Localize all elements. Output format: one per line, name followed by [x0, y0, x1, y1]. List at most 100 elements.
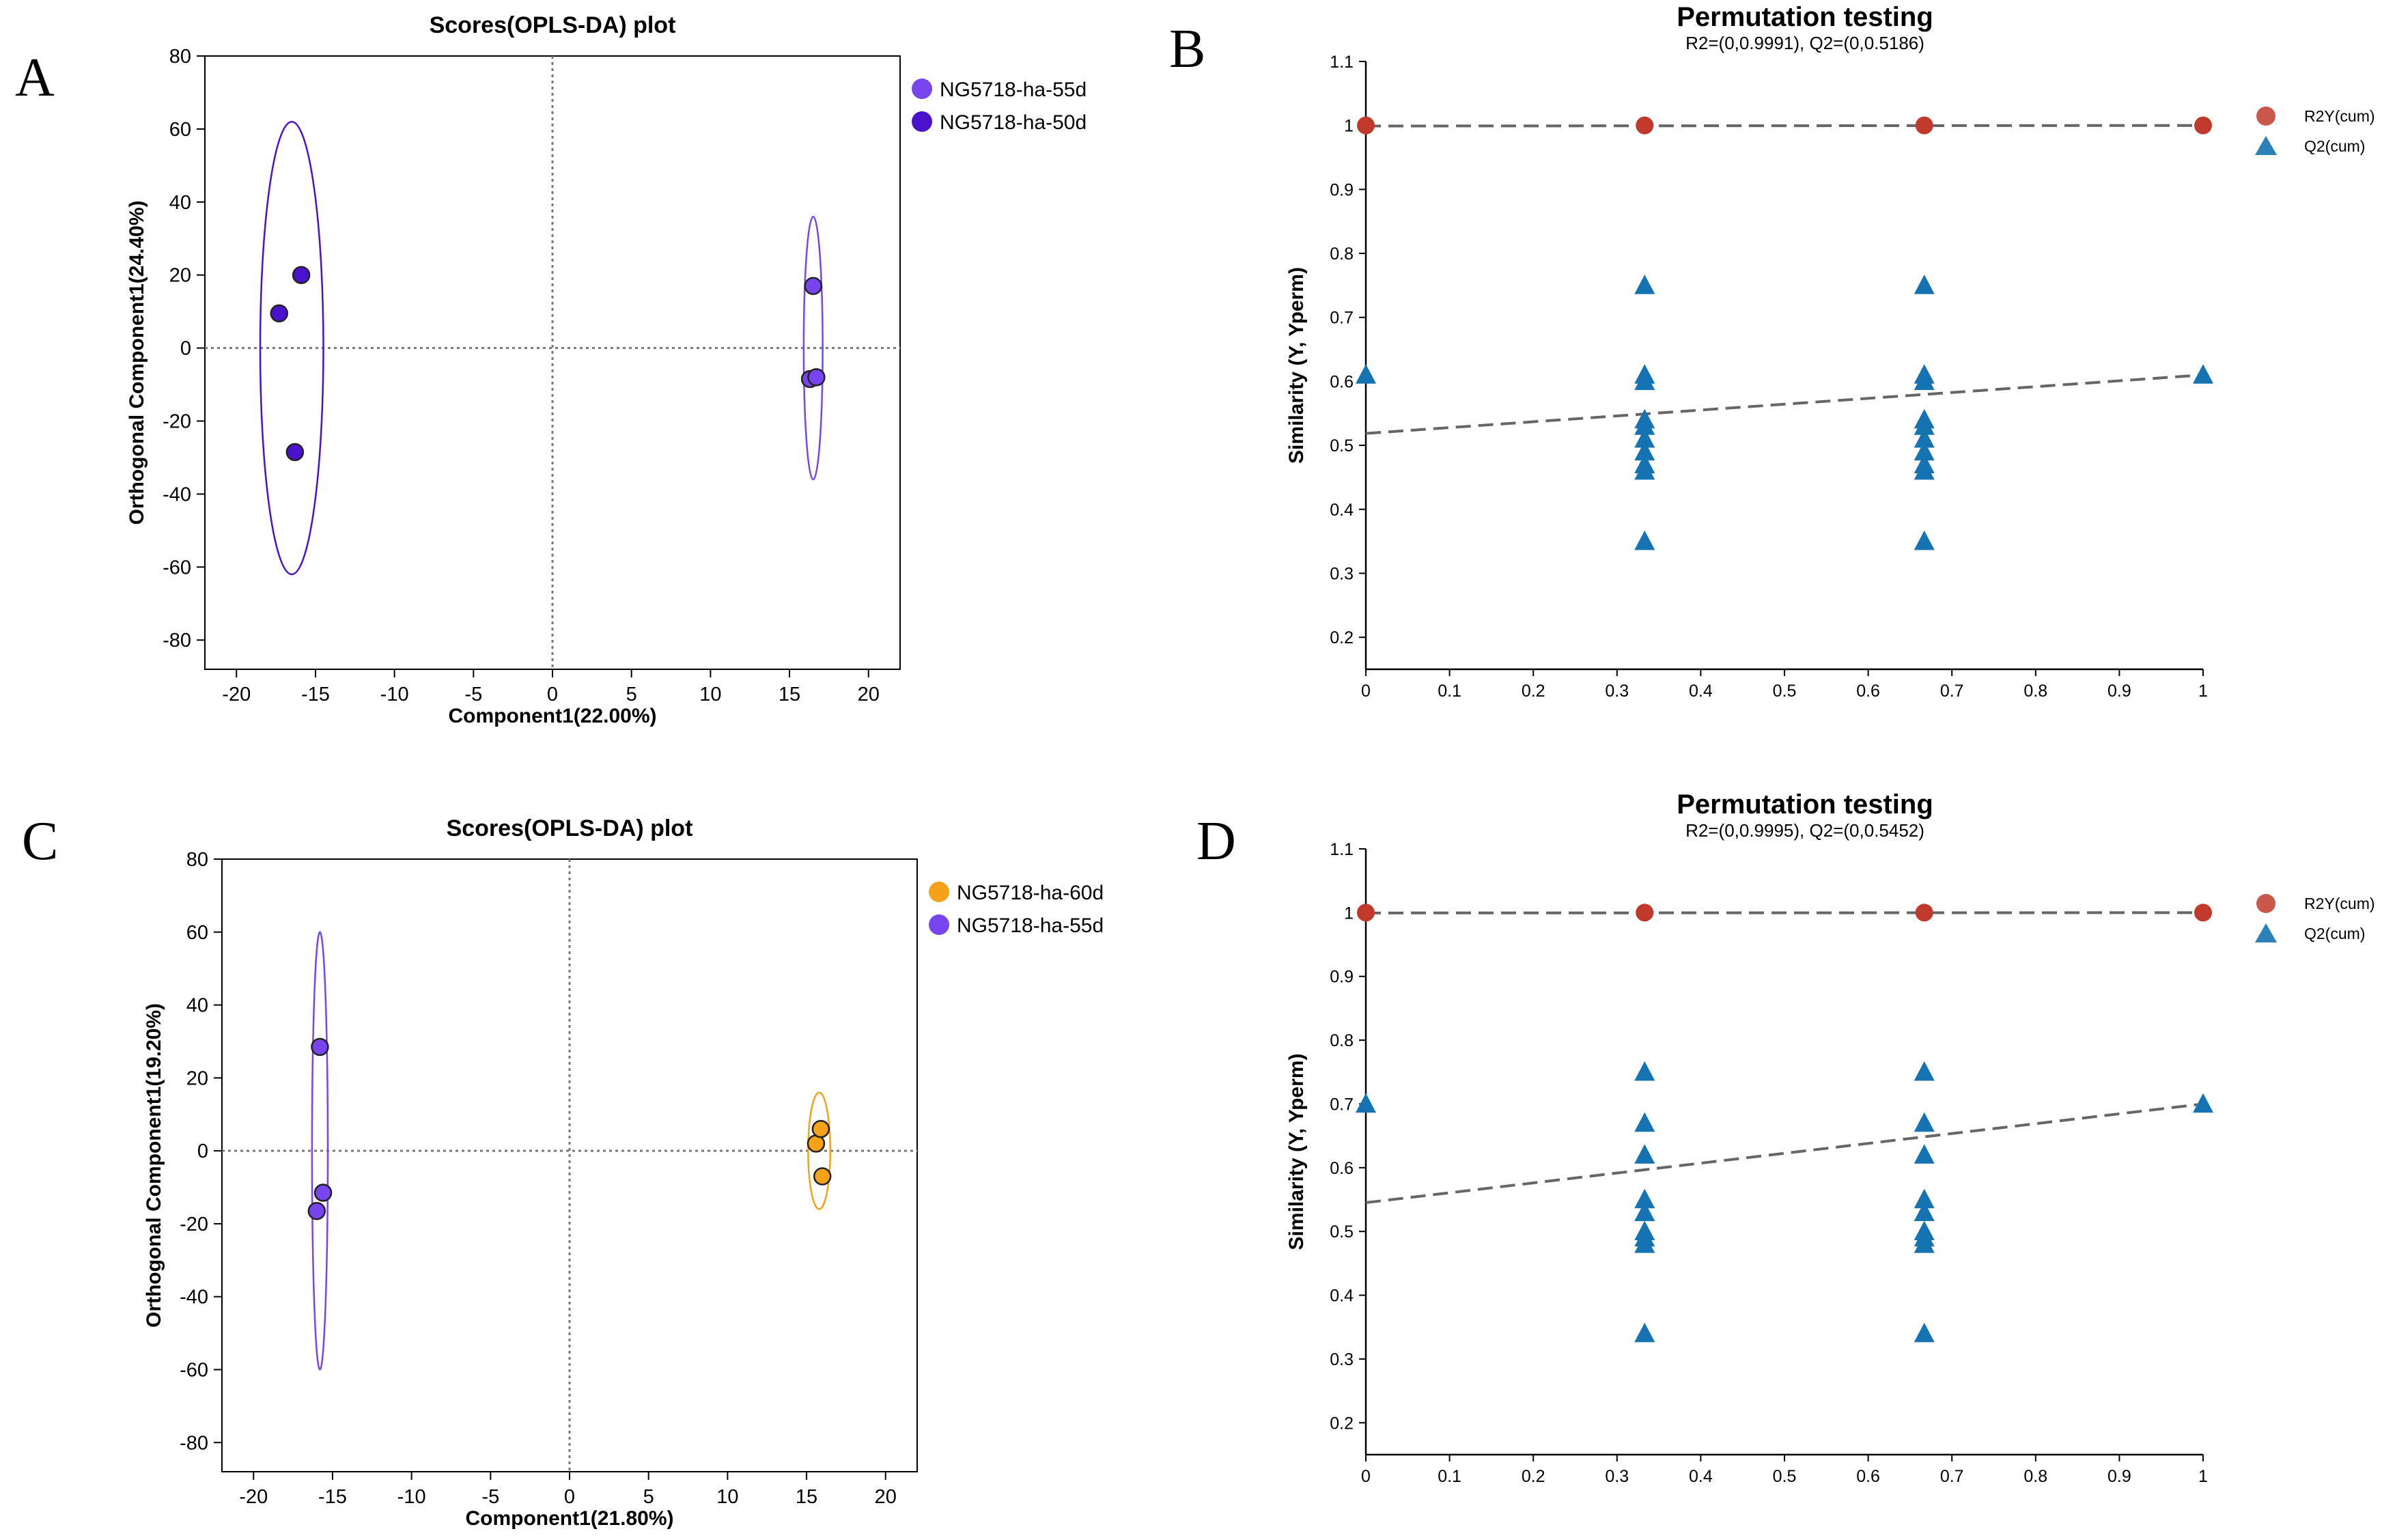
x-tick-label: 20 [875, 1486, 897, 1508]
y-axis-label: Similarity (Y, Yperm) [1285, 1054, 1308, 1250]
y-tick-label: 60 [186, 922, 208, 944]
x-tick-label: 10 [699, 684, 721, 705]
y-tick-label: -60 [180, 1360, 208, 1382]
q2-point [1634, 530, 1655, 550]
y-tick-label: 0.4 [1330, 501, 1354, 520]
y-tick-label: -20 [180, 1214, 208, 1235]
r2-point [1915, 904, 1933, 922]
q2-point [1914, 275, 1935, 294]
y-tick-label: 60 [169, 119, 191, 141]
x-tick-label: 0.6 [1856, 682, 1880, 701]
x-tick-label: -20 [222, 684, 251, 705]
y-tick-label: 80 [186, 849, 208, 871]
x-tick-label: -10 [397, 1486, 426, 1508]
x-tick-label: 0 [547, 684, 558, 705]
x-tick-label: 0.4 [1689, 1467, 1713, 1486]
q2-point [1914, 370, 1935, 391]
x-tick-label: -10 [380, 684, 409, 705]
x-tick-label: 0.3 [1605, 682, 1629, 701]
x-tick-label: 0.7 [1940, 682, 1964, 701]
y-tick-label: 0.6 [1330, 1159, 1354, 1178]
x-tick-label: 10 [716, 1486, 738, 1508]
y-tick-label: 0.8 [1330, 244, 1354, 264]
x-tick-label: 0.6 [1856, 1467, 1880, 1486]
q2-point [1914, 415, 1935, 435]
legend-marker [2256, 107, 2275, 126]
x-tick-label: -20 [239, 1486, 268, 1508]
regression-line [1365, 374, 2204, 435]
chart-title: Permutation testing [1677, 2, 1933, 32]
y-axis-label: Orthogonal Component1(24.40%) [126, 200, 148, 524]
y-tick-label: -40 [163, 484, 191, 505]
r2-point [1357, 116, 1375, 135]
q2-point [1914, 1201, 1935, 1221]
legend-marker [2256, 894, 2275, 913]
y-tick-label: 40 [186, 995, 208, 1017]
q2-point [1914, 1188, 1935, 1209]
data-point [807, 368, 826, 387]
x-tick-label: 0.9 [2107, 682, 2131, 701]
data-point [270, 304, 288, 323]
legend-label: NG5718-ha-55d [940, 79, 1087, 101]
data-point [313, 1184, 333, 1202]
y-tick-label: -80 [180, 1432, 208, 1454]
q2-point [1914, 440, 1935, 461]
x-axis-label: Component1(22.00%) [448, 705, 656, 727]
y-tick-label: 0.3 [1330, 1350, 1354, 1369]
q2-point [1914, 1061, 1935, 1081]
y-tick-label: 1.1 [1330, 53, 1354, 72]
q2-point [1356, 1093, 1376, 1113]
x-tick-label: 0.4 [1689, 682, 1713, 701]
chart-subtitle: R2=(0,0.9995), Q2=(0,0.5452) [1685, 820, 1924, 841]
x-tick-label: 0.1 [1438, 682, 1461, 701]
q2-point [1634, 1061, 1655, 1081]
data-point [285, 443, 305, 462]
q2-point [1914, 530, 1935, 550]
q2-point [1914, 1112, 1935, 1132]
y-tick-label: 0 [197, 1140, 208, 1162]
legend-marker [929, 882, 949, 902]
y-tick-label: 20 [169, 265, 191, 287]
panel-a: A Scores(OPLS-DA) plot -20 -15 -10 -5 0 5 10 15 20… [15, 12, 1087, 727]
y-tick-label: 0.7 [1330, 1095, 1354, 1114]
legend-label: NG5718-ha-60d [957, 882, 1104, 904]
y-tick-label: 0.3 [1330, 564, 1354, 583]
q2-point [1914, 1233, 1935, 1253]
y-axis-label: Similarity (Y, Yperm) [1285, 267, 1308, 464]
panel-label: D [1196, 811, 1236, 871]
y-tick-label: 0.9 [1330, 968, 1354, 987]
data-point [804, 277, 822, 295]
x-tick-label: 0.1 [1438, 1467, 1461, 1486]
legend-label: R2Y(cum) [2304, 895, 2375, 912]
y-tick-label: 0.8 [1330, 1031, 1354, 1050]
y-tick-label: -20 [163, 411, 191, 433]
q2-point [1634, 370, 1655, 391]
x-tick-label: 0.3 [1605, 1467, 1629, 1486]
y-tick-label: 0.4 [1330, 1287, 1354, 1306]
q2-point [1634, 1112, 1655, 1132]
y-tick-label: -40 [180, 1287, 208, 1308]
legend-label: Q2(cum) [2304, 137, 2365, 155]
x-tick-label: 0.5 [1773, 682, 1797, 701]
x-axis-label: Component1(21.80%) [465, 1507, 673, 1530]
legend-label: NG5718-ha-50d [940, 111, 1087, 134]
data-point [292, 266, 311, 284]
x-tick-label: 15 [779, 684, 800, 705]
confidence-ellipse [259, 120, 324, 576]
x-tick-label: 5 [643, 1486, 654, 1508]
q2-point [1634, 1233, 1655, 1253]
q2-point [1634, 1144, 1655, 1164]
chart-title: Scores(OPLS-DA) plot [430, 12, 676, 38]
confidence-ellipse [311, 931, 329, 1371]
legend-label: R2Y(cum) [2304, 107, 2375, 125]
q2-point [2193, 364, 2213, 384]
y-tick-label: 0.2 [1330, 628, 1354, 647]
y-tick-label: 1 [1344, 904, 1354, 923]
x-tick-label: -5 [464, 684, 482, 705]
x-tick-label: -5 [481, 1486, 499, 1508]
legend-marker [929, 914, 949, 935]
q2-point [1634, 415, 1655, 435]
